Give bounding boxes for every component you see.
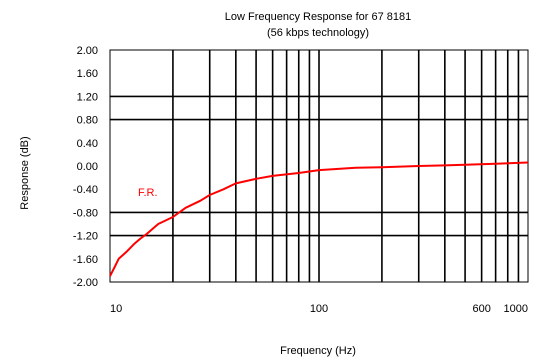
x-tick-label: 10 [110, 303, 122, 315]
y-tick-label: 1.20 [77, 91, 98, 103]
series-label: F.R. [138, 187, 158, 199]
x-tick-label: 600 [472, 303, 490, 315]
y-axis-label: Response (dB) [19, 136, 31, 209]
y-tick-label: 0.80 [77, 115, 98, 127]
y-tick-label: -0.40 [73, 184, 98, 196]
y-tick-label: -1.20 [73, 231, 98, 243]
x-tick-label: 1000 [504, 303, 528, 315]
y-tick-label: 0.40 [77, 138, 98, 150]
y-tick-label: -2.00 [73, 277, 98, 289]
series-layer [109, 161, 529, 277]
grid [110, 50, 528, 282]
y-tick-label: 2.00 [77, 45, 98, 57]
y-tick-label: -0.80 [73, 207, 98, 219]
chart-title: Low Frequency Response for 67 8181 [225, 11, 412, 23]
chart-subtitle: (56 kbps technology) [267, 27, 369, 39]
x-tick-label: 100 [310, 303, 328, 315]
y-tick-label: -1.60 [73, 254, 98, 266]
x-axis-label: Frequency (Hz) [280, 345, 356, 357]
y-tick-label: 0.00 [77, 161, 98, 173]
tick-labels: 2.00 1.60 1.20 0.80 0.40 0.00 -0.40 -0.80 -1.20 -… [73, 45, 528, 315]
y-tick-label: 1.60 [77, 68, 98, 80]
plot-frame [109, 49, 529, 283]
series-line [109, 161, 529, 277]
